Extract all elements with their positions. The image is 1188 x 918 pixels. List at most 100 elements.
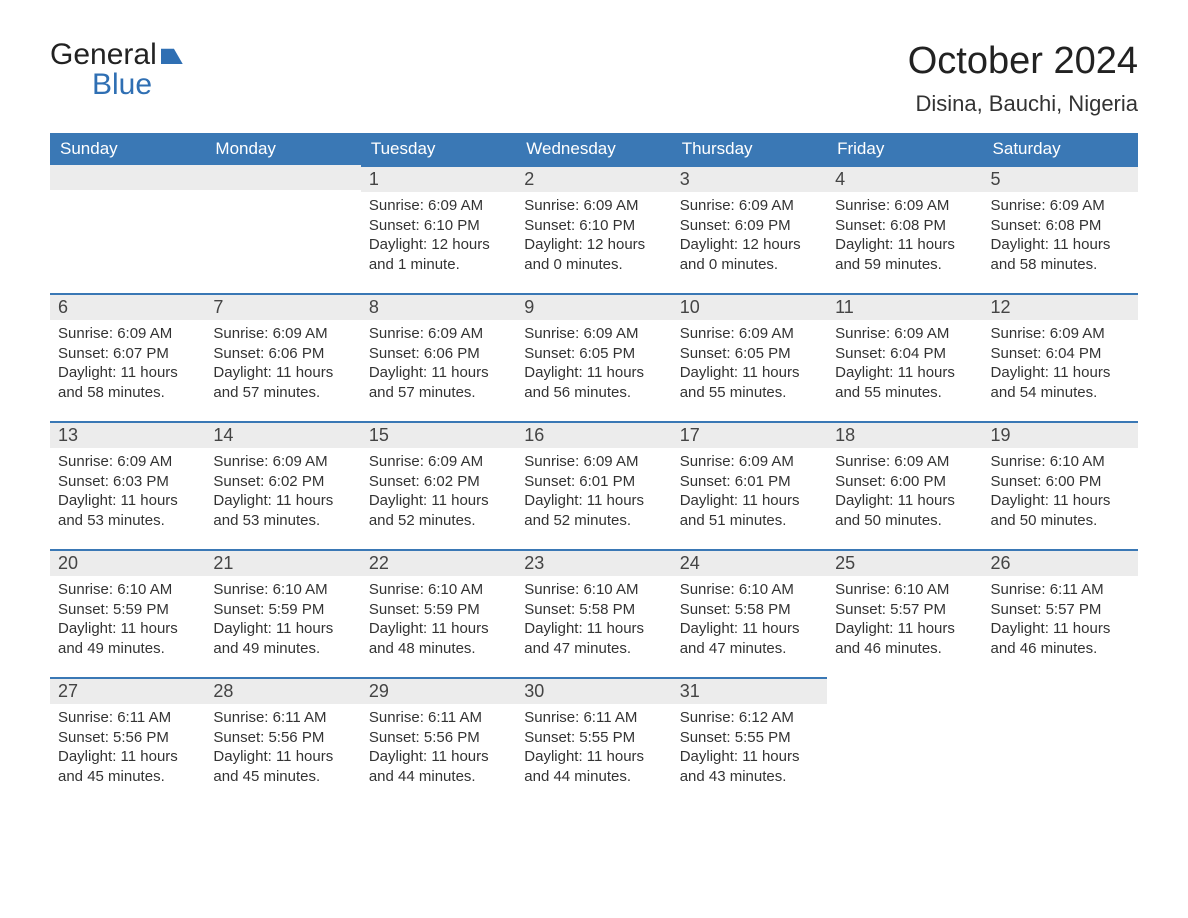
day-info: Sunrise: 6:09 AMSunset: 6:03 PMDaylight:… [50,448,205,540]
daylight-text: Daylight: 11 hours and 49 minutes. [213,619,352,658]
sunset-text: Sunset: 6:00 PM [835,472,974,492]
day-info: Sunrise: 6:09 AMSunset: 6:06 PMDaylight:… [205,320,360,412]
daylight-text: Daylight: 11 hours and 48 minutes. [369,619,508,658]
sunrise-text: Sunrise: 6:09 AM [680,452,819,472]
sunrise-text: Sunrise: 6:09 AM [524,452,663,472]
day-number: 5 [983,165,1138,192]
day-cell: 12Sunrise: 6:09 AMSunset: 6:04 PMDayligh… [983,293,1138,421]
day-info: Sunrise: 6:09 AMSunset: 6:08 PMDaylight:… [983,192,1138,284]
day-cell: 31Sunrise: 6:12 AMSunset: 5:55 PMDayligh… [672,677,827,805]
day-number: 20 [50,549,205,576]
sunset-text: Sunset: 6:06 PM [213,344,352,364]
sunrise-text: Sunrise: 6:10 AM [991,452,1130,472]
daylight-text: Daylight: 11 hours and 57 minutes. [369,363,508,402]
day-number: 18 [827,421,982,448]
daylight-text: Daylight: 11 hours and 55 minutes. [835,363,974,402]
logo-text-2: Blue [92,70,183,100]
weekday-header: Monday [205,133,360,165]
weekday-header: Thursday [672,133,827,165]
sunset-text: Sunset: 6:08 PM [991,216,1130,236]
daylight-text: Daylight: 12 hours and 0 minutes. [524,235,663,274]
sunrise-text: Sunrise: 6:09 AM [58,452,197,472]
day-number: 30 [516,677,671,704]
daylight-text: Daylight: 11 hours and 58 minutes. [58,363,197,402]
day-cell: 24Sunrise: 6:10 AMSunset: 5:58 PMDayligh… [672,549,827,677]
daylight-text: Daylight: 11 hours and 45 minutes. [58,747,197,786]
logo-text-1: General [50,40,157,70]
sunset-text: Sunset: 6:07 PM [58,344,197,364]
sunrise-text: Sunrise: 6:09 AM [524,196,663,216]
sunrise-text: Sunrise: 6:09 AM [835,452,974,472]
sunrise-text: Sunrise: 6:12 AM [680,708,819,728]
weekday-header: Saturday [983,133,1138,165]
location-label: Disina, Bauchi, Nigeria [908,91,1138,117]
day-number: 19 [983,421,1138,448]
day-cell: 14Sunrise: 6:09 AMSunset: 6:02 PMDayligh… [205,421,360,549]
daylight-text: Daylight: 11 hours and 43 minutes. [680,747,819,786]
day-info: Sunrise: 6:09 AMSunset: 6:05 PMDaylight:… [516,320,671,412]
sunset-text: Sunset: 6:02 PM [213,472,352,492]
sunrise-text: Sunrise: 6:10 AM [213,580,352,600]
daylight-text: Daylight: 11 hours and 51 minutes. [680,491,819,530]
day-info: Sunrise: 6:09 AMSunset: 6:08 PMDaylight:… [827,192,982,284]
day-info: Sunrise: 6:10 AMSunset: 5:58 PMDaylight:… [516,576,671,668]
daylight-text: Daylight: 11 hours and 58 minutes. [991,235,1130,274]
sunrise-text: Sunrise: 6:09 AM [369,452,508,472]
daylight-text: Daylight: 11 hours and 44 minutes. [524,747,663,786]
sunrise-text: Sunrise: 6:09 AM [369,196,508,216]
sunset-text: Sunset: 5:58 PM [524,600,663,620]
day-cell: 30 Sunrise: 6:11 AMSunset: 5:55 PMDayligh… [516,677,671,805]
sunset-text: Sunset: 5:55 PM [524,728,663,748]
day-cell: 5Sunrise: 6:09 AMSunset: 6:08 PMDaylight… [983,165,1138,293]
calendar-week-row: 6Sunrise: 6:09 AMSunset: 6:07 PMDaylight… [50,293,1138,421]
daylight-text: Daylight: 11 hours and 46 minutes. [835,619,974,658]
day-info: Sunrise: 6:09 AMSunset: 6:10 PMDaylight:… [361,192,516,284]
empty-day-bar [205,165,360,190]
sunset-text: Sunset: 5:58 PM [680,600,819,620]
day-info: Sunrise: 6:10 AMSunset: 5:59 PMDaylight:… [361,576,516,668]
daylight-text: Daylight: 11 hours and 49 minutes. [58,619,197,658]
sunset-text: Sunset: 6:04 PM [835,344,974,364]
logo: General Blue [50,40,183,100]
weekday-header: Tuesday [361,133,516,165]
day-number: 11 [827,293,982,320]
sunset-text: Sunset: 5:56 PM [58,728,197,748]
day-cell: 16Sunrise: 6:09 AMSunset: 6:01 PMDayligh… [516,421,671,549]
day-cell: 25Sunrise: 6:10 AMSunset: 5:57 PMDayligh… [827,549,982,677]
sunrise-text: Sunrise: 6:10 AM [680,580,819,600]
sunrise-text: Sunrise: 6:09 AM [524,324,663,344]
day-info: Sunrise: 6:10 AMSunset: 5:57 PMDaylight:… [827,576,982,668]
daylight-text: Daylight: 11 hours and 52 minutes. [369,491,508,530]
sunrise-text: Sunrise: 6:09 AM [680,196,819,216]
sunrise-text: Sunrise: 6:11 AM [58,708,197,728]
daylight-text: Daylight: 11 hours and 54 minutes. [991,363,1130,402]
calendar-week-row: 1Sunrise: 6:09 AMSunset: 6:10 PMDaylight… [50,165,1138,293]
sunrise-text: Sunrise: 6:10 AM [58,580,197,600]
sunset-text: Sunset: 6:03 PM [58,472,197,492]
day-cell: 1Sunrise: 6:09 AMSunset: 6:10 PMDaylight… [361,165,516,293]
day-number: 12 [983,293,1138,320]
day-number: 15 [361,421,516,448]
day-number: 4 [827,165,982,192]
daylight-text: Daylight: 11 hours and 52 minutes. [524,491,663,530]
day-number: 22 [361,549,516,576]
day-number: 17 [672,421,827,448]
day-number: 26 [983,549,1138,576]
sunset-text: Sunset: 5:57 PM [835,600,974,620]
daylight-text: Daylight: 11 hours and 53 minutes. [213,491,352,530]
day-number: 29 [361,677,516,704]
day-cell: 10Sunrise: 6:09 AMSunset: 6:05 PMDayligh… [672,293,827,421]
day-info: Sunrise: 6:11 AMSunset: 5:57 PMDaylight:… [983,576,1138,668]
empty-cell [827,677,982,805]
day-cell: 17 Sunrise: 6:09 AMSunset: 6:01 PMDayligh… [672,421,827,549]
day-cell: 29Sunrise: 6:11 AMSunset: 5:56 PMDayligh… [361,677,516,805]
day-cell: 7Sunrise: 6:09 AMSunset: 6:06 PMDaylight… [205,293,360,421]
day-number: 7 [205,293,360,320]
sunset-text: Sunset: 5:56 PM [369,728,508,748]
flag-icon [161,46,183,64]
sunset-text: Sunset: 6:01 PM [680,472,819,492]
day-number: 8 [361,293,516,320]
day-info: Sunrise: 6:10 AMSunset: 5:59 PMDaylight:… [205,576,360,668]
sunset-text: Sunset: 6:08 PM [835,216,974,236]
sunrise-text: Sunrise: 6:11 AM [524,708,663,728]
